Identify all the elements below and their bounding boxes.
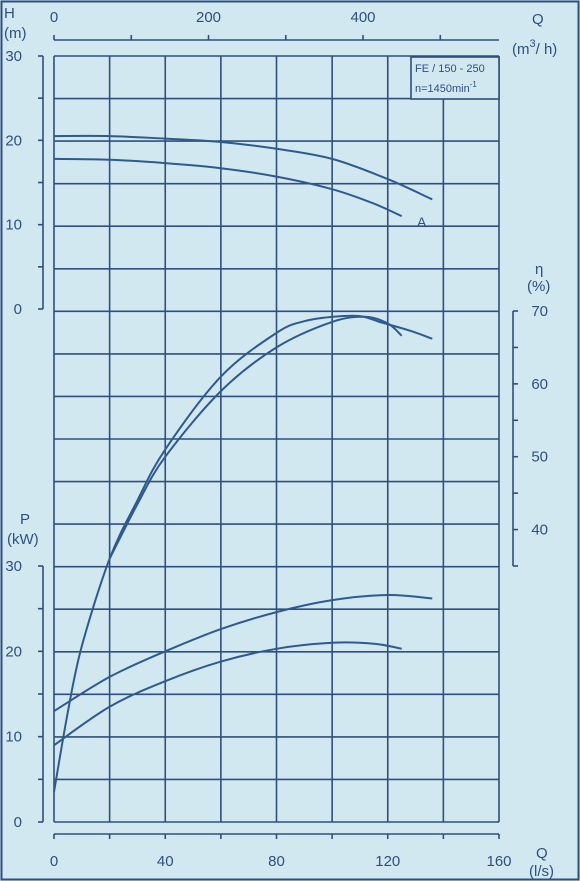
p-axis-unit: (kW)	[7, 531, 39, 548]
q-ls-tick-label: 120	[375, 853, 400, 870]
efficiency-curve-2	[53, 314, 433, 793]
speed-label: n=1450min-1	[415, 80, 477, 95]
q-ls-tick-label: 0	[50, 853, 58, 870]
head-curve-1	[53, 157, 403, 218]
h-tick-label: 30	[5, 48, 22, 65]
q-m3h-tick-label: 200	[196, 9, 221, 26]
h-tick-label: 0	[14, 301, 22, 318]
efficiency-curve-3	[108, 315, 403, 560]
power-curve-5	[53, 641, 402, 747]
head-curve-0	[53, 134, 433, 201]
curve-label-a: A	[417, 214, 427, 230]
q-m3h-tick-label: 0	[50, 9, 58, 26]
eta-axis-unit: (%)	[527, 278, 550, 295]
eta-tick-label: 70	[531, 303, 548, 320]
q-m3h-axis-unit: (m3/ h)	[512, 38, 557, 58]
p-tick-label: 10	[5, 729, 22, 746]
eta-tick-label: 60	[531, 376, 548, 393]
eta-tick-label: 50	[531, 449, 548, 466]
q-ls-tick-label: 160	[486, 853, 511, 870]
h-axis-unit: (m)	[4, 25, 27, 42]
power-curve-4	[53, 593, 433, 712]
q-m3h-tick-label: 400	[351, 9, 376, 26]
h-tick-label: 20	[5, 132, 22, 149]
p-axis-symbol: P	[20, 511, 30, 528]
p-tick-label: 20	[5, 643, 22, 660]
q-ls-axis-unit: (l/s)	[529, 863, 554, 880]
q-ls-axis-symbol: Q	[536, 845, 548, 862]
curves	[53, 134, 433, 793]
p-tick-label: 0	[14, 814, 22, 831]
h-axis-symbol: H	[4, 5, 15, 22]
q-ls-tick-label: 40	[157, 853, 174, 870]
q-m3h-axis-symbol: Q	[532, 11, 544, 28]
info-box	[410, 56, 500, 100]
eta-tick-label: 40	[531, 522, 548, 539]
q-ls-tick-label: 80	[268, 853, 285, 870]
h-tick-label: 10	[5, 217, 22, 234]
model-label: FE / 150 - 250	[415, 63, 485, 75]
grid	[53, 55, 500, 823]
p-tick-label: 30	[5, 558, 22, 575]
tick-labels: 0 10 20 30 0 10 20 30 40 50 60 70 0 200 400 0 40 80 120 160	[5, 9, 548, 870]
eta-axis-symbol: η	[535, 261, 543, 278]
axes	[38, 35, 518, 839]
